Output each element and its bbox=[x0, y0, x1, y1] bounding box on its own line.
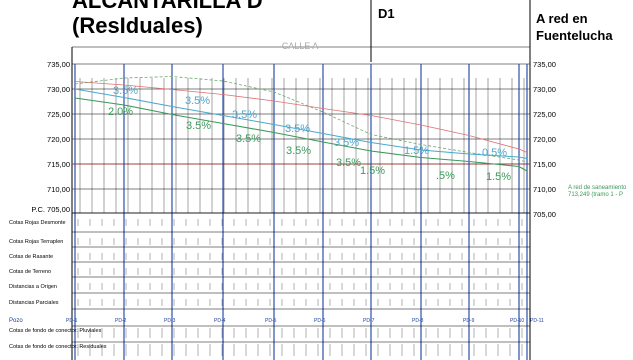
pluvial-slope-start: 3.5% bbox=[113, 85, 138, 97]
right-tick-3: 720,00 bbox=[533, 135, 556, 144]
right-tick-5: 710,00 bbox=[533, 185, 556, 194]
row-label-0: Cotas Rojas Desmonte bbox=[9, 220, 66, 226]
row-label-1: Cotas Rojas Terraplen bbox=[9, 239, 63, 245]
pluvial-slope-2: 3.5% bbox=[285, 123, 310, 135]
y-tick-5: 710,00 bbox=[47, 185, 70, 194]
datum-label: P.C. 705,00 bbox=[31, 205, 70, 214]
profile-grid bbox=[72, 63, 530, 190]
right-tick-2: 725,00 bbox=[533, 110, 556, 119]
residual-slope-5: 1.5% bbox=[360, 165, 385, 177]
terrain-line bbox=[74, 81, 528, 153]
residual-slope-6: .5% bbox=[436, 170, 455, 182]
pozo-label-5: PD-5 bbox=[265, 318, 277, 324]
rasante-line bbox=[74, 76, 528, 163]
pozo-row: Pozo PD-1 PD-2 PD-3 PD-4 PD-5 PD-6 PD-7 PD-8 PD-9… bbox=[9, 318, 544, 356]
pozo-row-label: Pozo bbox=[9, 318, 23, 324]
row-label-3: Cotas de Terreno bbox=[9, 269, 51, 275]
y-tick-1: 730,00 bbox=[47, 85, 70, 94]
pluvial-slope-1: 3.5% bbox=[232, 109, 257, 121]
pozo-label-2: PD-2 bbox=[115, 318, 127, 324]
pozo-label-1: PD-1 bbox=[66, 318, 78, 324]
residual-slope-4: 3.5% bbox=[336, 157, 361, 169]
bottom-row-label-1: Cotas de fondo de conector. Residuales bbox=[9, 344, 107, 350]
pluvial-slope-3: 3.5% bbox=[334, 137, 359, 149]
y-tick-4: 715,00 bbox=[47, 160, 70, 169]
pozo-label-4: PD-4 bbox=[214, 318, 226, 324]
right-axis-labels: 735,00 730,00 725,00 720,00 715,00 710,00 705,… bbox=[533, 60, 556, 219]
pozo-label-7: PD-7 bbox=[363, 318, 375, 324]
residual-slope-2: 3.5% bbox=[236, 133, 261, 145]
residual-slope-0: 2.0% bbox=[108, 106, 133, 118]
pozo-label-9: PD-9 bbox=[463, 318, 475, 324]
y-tick-3: 720,00 bbox=[47, 135, 70, 144]
right-tick-4: 715,00 bbox=[533, 160, 556, 169]
data-table: Cotas Rojas Desmonte Cotas Rojas Terraple… bbox=[9, 212, 530, 310]
y-axis-labels: 735,00 730,00 725,00 720,00 715,00 710,00 bbox=[47, 60, 70, 194]
title-line-1: ALCANTARILLA D bbox=[72, 0, 263, 13]
row-label-2: Cotas de Rasante bbox=[9, 254, 53, 260]
residual-slope-1: 3.5% bbox=[186, 120, 211, 132]
section-title: D1 bbox=[378, 6, 395, 21]
connection-note-line1: A red de saneamiento bbox=[568, 185, 627, 191]
connection-note-line2: 713,249 (tramo 1 - P bbox=[568, 192, 623, 198]
pozo-label-10: PD-10 bbox=[510, 318, 524, 324]
residual-pipe-line bbox=[74, 97, 528, 172]
pluvial-pipe-line bbox=[74, 88, 528, 159]
pozo-label-8: PD-8 bbox=[412, 318, 424, 324]
y-tick-0: 735,00 bbox=[47, 60, 70, 69]
row-label-5: Distancias Parciales bbox=[9, 300, 59, 306]
right-tick-1: 730,00 bbox=[533, 85, 556, 94]
pozo-label-11: PD-11 bbox=[530, 318, 544, 324]
residual-slope-3: 3.5% bbox=[286, 145, 311, 157]
y-tick-2: 725,00 bbox=[47, 110, 70, 119]
pluvial-slope-6: 0.5% bbox=[482, 147, 507, 159]
pluvial-slope-0: 3.5% bbox=[185, 95, 210, 107]
pluvial-slope-5: 1.5% bbox=[404, 145, 429, 157]
row-label-4: Distancias a Origen bbox=[9, 284, 57, 290]
slope-labels: 3.5%3.5%3.5%3.5%1.5% 0.5%3.5%2.0%3.5%3.5%… bbox=[108, 85, 511, 183]
pozo-label-6: PD-6 bbox=[314, 318, 326, 324]
pozo-label-3: PD-3 bbox=[164, 318, 176, 324]
destination-line-2: Fuentelucha bbox=[536, 28, 613, 43]
residual-slope-7: 1.5% bbox=[486, 171, 511, 183]
street-label: CALLE A bbox=[282, 41, 319, 51]
destination-line-1: A red en bbox=[536, 11, 588, 26]
title-line-2: (ResIduales) bbox=[72, 13, 203, 38]
bottom-row-label-0: Cotas de fondo de conector. Pluviales bbox=[9, 328, 102, 334]
table-values bbox=[77, 219, 523, 306]
right-tick-0: 735,00 bbox=[533, 60, 556, 69]
right-tick-6: 705,00 bbox=[533, 210, 556, 219]
